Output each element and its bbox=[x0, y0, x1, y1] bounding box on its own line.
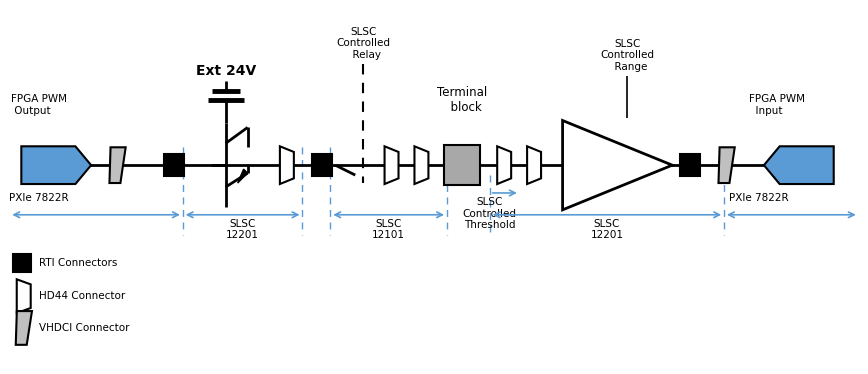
Text: Ext 24V: Ext 24V bbox=[195, 64, 256, 78]
Bar bbox=[444, 145, 480, 185]
Text: SLSC
Controlled
Threshold: SLSC Controlled Threshold bbox=[463, 197, 516, 230]
Polygon shape bbox=[16, 311, 32, 345]
Polygon shape bbox=[279, 146, 294, 184]
Text: FPGA PWM
  Input: FPGA PWM Input bbox=[749, 94, 805, 116]
Polygon shape bbox=[22, 146, 91, 184]
Text: HD44 Connector: HD44 Connector bbox=[39, 291, 126, 301]
Polygon shape bbox=[764, 146, 834, 184]
Polygon shape bbox=[414, 146, 429, 184]
Polygon shape bbox=[109, 147, 126, 183]
Polygon shape bbox=[719, 147, 734, 183]
Text: SLSC
Controlled
  Relay: SLSC Controlled Relay bbox=[336, 27, 391, 60]
Bar bbox=[312, 154, 332, 176]
Polygon shape bbox=[497, 146, 511, 184]
Text: SLSC
12101: SLSC 12101 bbox=[372, 219, 405, 240]
Polygon shape bbox=[385, 146, 398, 184]
Bar bbox=[164, 154, 184, 176]
Text: Terminal
  block: Terminal block bbox=[437, 86, 487, 114]
Text: VHDCI Connector: VHDCI Connector bbox=[39, 323, 130, 333]
Text: SLSC
Controlled
  Range: SLSC Controlled Range bbox=[601, 39, 654, 72]
Text: SLSC
12201: SLSC 12201 bbox=[590, 219, 623, 240]
Text: PXIe 7822R: PXIe 7822R bbox=[10, 193, 69, 203]
Polygon shape bbox=[16, 279, 30, 313]
Text: PXIe 7822R: PXIe 7822R bbox=[729, 193, 789, 203]
Text: SLSC
12201: SLSC 12201 bbox=[227, 219, 260, 240]
Text: FPGA PWM
 Output: FPGA PWM Output bbox=[11, 94, 68, 116]
Text: RTI Connectors: RTI Connectors bbox=[39, 258, 118, 269]
Polygon shape bbox=[527, 146, 541, 184]
Bar bbox=[681, 154, 700, 176]
Polygon shape bbox=[562, 120, 672, 210]
Polygon shape bbox=[238, 169, 247, 183]
Bar bbox=[13, 254, 31, 272]
